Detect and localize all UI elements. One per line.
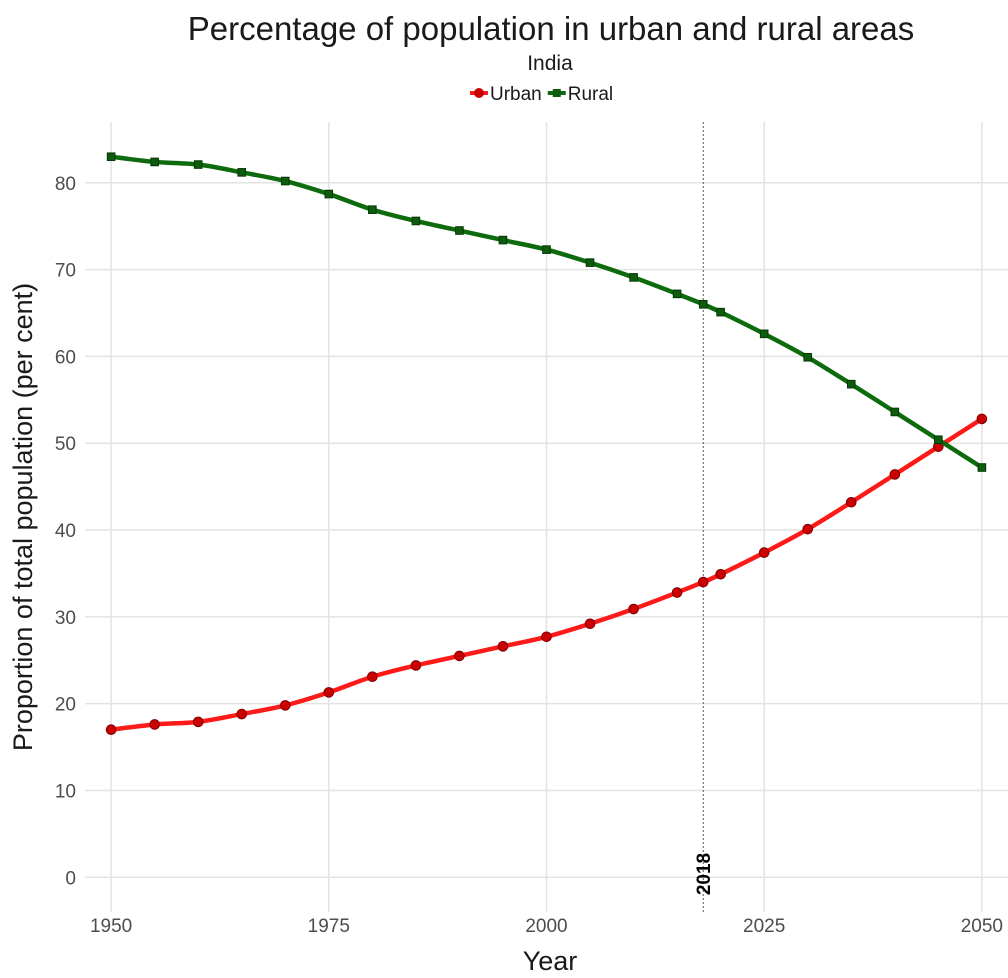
x-tick-label: 2000	[525, 916, 567, 937]
x-axis-title: Year	[523, 946, 578, 973]
urban-data-point	[192, 716, 204, 728]
urban-legend-key-marker	[474, 88, 484, 98]
rural-data-point	[934, 435, 943, 445]
urban-legend-label: Urban	[490, 84, 542, 105]
rural-data-point	[977, 463, 987, 472]
urban-data-point	[802, 523, 814, 535]
rural-data-point	[455, 226, 464, 235]
rural-series-line	[108, 154, 985, 470]
urban-data-point	[541, 631, 552, 643]
urban-series-line	[108, 416, 985, 732]
rural-legend-label: Rural	[568, 84, 613, 105]
y-tick-label: 0	[65, 868, 76, 889]
y-tick-label: 30	[55, 608, 76, 629]
rural-data-point	[368, 205, 377, 214]
rural-data-point	[629, 273, 638, 282]
rural-data-point	[150, 157, 159, 167]
urban-data-point	[584, 618, 596, 630]
rural-data-point	[585, 258, 595, 267]
annotation-label: 2018	[694, 853, 715, 895]
series-layer	[105, 152, 988, 735]
urban-data-point	[367, 671, 378, 683]
rural-data-point	[193, 160, 203, 169]
gridlines	[85, 122, 1008, 912]
urban-data-point	[715, 568, 726, 580]
rural-data-point	[716, 307, 725, 317]
rural-data-point	[890, 407, 900, 417]
rural-data-point	[803, 352, 813, 362]
urban-data-point	[497, 641, 509, 652]
y-tick-label: 20	[55, 695, 76, 716]
rural-data-point	[698, 300, 708, 309]
urban-data-point	[758, 547, 770, 558]
urban-data-point	[628, 603, 639, 615]
x-tick-label: 1975	[308, 916, 350, 937]
rural-data-point	[498, 235, 508, 245]
y-axis-title: Proportion of total population (per cent…	[8, 283, 38, 751]
urban-data-point	[236, 708, 248, 720]
y-tick-label: 60	[55, 347, 76, 368]
rural-data-point	[759, 329, 769, 339]
y-tick-label: 10	[55, 781, 76, 802]
urban-data-point	[889, 469, 901, 480]
rural-data-point	[411, 216, 421, 226]
y-tick-label: 50	[55, 434, 76, 455]
chart-subtitle: India	[527, 52, 573, 75]
rural-data-point	[280, 176, 290, 186]
urban-data-point	[845, 496, 857, 508]
x-tick-label: 2025	[743, 916, 785, 937]
urban-data-point	[671, 587, 683, 598]
urban-data-point	[976, 413, 988, 425]
y-tick-label: 70	[55, 261, 76, 282]
rural-data-point	[542, 245, 551, 254]
urban-data-point	[410, 660, 422, 671]
urban-data-point	[149, 719, 160, 730]
urban-data-point	[697, 576, 709, 588]
x-tick-label: 2050	[961, 916, 1003, 937]
x-tick-label: 1950	[90, 916, 132, 937]
rural-data-point	[237, 168, 247, 177]
annotation-layer: 2018	[694, 122, 715, 912]
chart-title: Percentage of population in urban and ru…	[188, 10, 915, 47]
axis-ticks: 1950 1975 2000 2025 2050 0 10 20 30 40 50 60 70 80	[55, 174, 1003, 937]
urban-data-point	[105, 724, 117, 735]
rural-data-point	[846, 379, 856, 389]
rural-data-point	[324, 189, 334, 199]
urban-data-point	[323, 687, 335, 698]
urban-data-point	[279, 700, 291, 711]
rural-legend-key-marker	[552, 89, 561, 97]
y-tick-label: 80	[55, 174, 76, 195]
y-tick-label: 40	[55, 521, 76, 542]
legend: Urban Rural	[470, 84, 613, 105]
rural-data-point	[672, 289, 682, 299]
urban-data-point	[454, 650, 465, 662]
rural-data-point	[106, 152, 116, 162]
